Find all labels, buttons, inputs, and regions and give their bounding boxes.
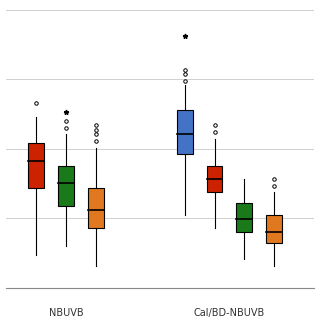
Bar — [28, 143, 44, 188]
Bar — [177, 110, 193, 154]
Bar — [236, 204, 252, 232]
Bar — [58, 165, 74, 205]
Bar — [266, 214, 282, 244]
Text: Cal/BD-NBUVB: Cal/BD-NBUVB — [194, 308, 265, 318]
Text: NBUVB: NBUVB — [49, 308, 83, 318]
Bar — [207, 165, 222, 192]
Bar — [88, 188, 103, 228]
